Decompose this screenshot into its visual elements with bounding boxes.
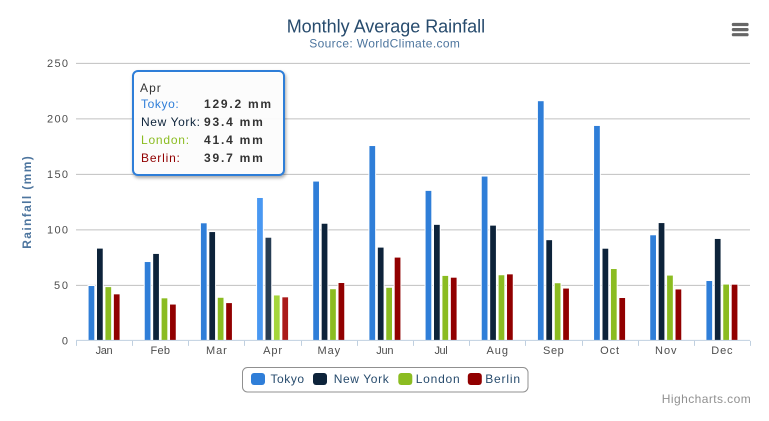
svg-text:Tokyo:: Tokyo: (141, 97, 179, 111)
svg-text:Jan: Jan (96, 345, 113, 357)
svg-text:250: 250 (47, 58, 68, 70)
svg-text:Nov: Nov (655, 345, 677, 357)
svg-text:Jul: Jul (434, 345, 447, 357)
svg-text:Mar: Mar (206, 345, 227, 357)
svg-text:Dec: Dec (711, 345, 733, 357)
svg-text:Rainfall (mm): Rainfall (mm) (20, 156, 34, 249)
svg-text:50: 50 (54, 280, 68, 292)
svg-text:200: 200 (47, 113, 68, 125)
svg-text:Sep: Sep (543, 345, 564, 357)
svg-text:Jun: Jun (376, 345, 393, 357)
svg-text:Highcharts.com: Highcharts.com (662, 392, 751, 406)
svg-text:New York:: New York: (141, 115, 200, 129)
svg-text:Tokyo: Tokyo (271, 372, 305, 386)
svg-text:Apr: Apr (140, 81, 161, 95)
svg-text:Berlin:: Berlin: (141, 151, 180, 165)
svg-text:London: London (416, 372, 460, 386)
svg-text:100: 100 (47, 224, 68, 236)
svg-text:Aug: Aug (486, 345, 508, 357)
svg-text:London:: London: (141, 133, 189, 147)
svg-text:129.2 mm: 129.2 mm (204, 97, 271, 111)
svg-text:150: 150 (47, 169, 68, 181)
svg-text:Apr: Apr (263, 345, 282, 357)
svg-text:0: 0 (62, 335, 68, 347)
svg-text:Berlin: Berlin (485, 372, 520, 386)
svg-text:Oct: Oct (600, 345, 619, 357)
svg-text:May: May (317, 345, 340, 357)
svg-text:Feb: Feb (150, 345, 170, 357)
svg-text:New York: New York (334, 372, 390, 386)
svg-text:Monthly Average Rainfall: Monthly Average Rainfall (287, 17, 485, 37)
svg-text:Source: WorldClimate.com: Source: WorldClimate.com (309, 36, 460, 50)
